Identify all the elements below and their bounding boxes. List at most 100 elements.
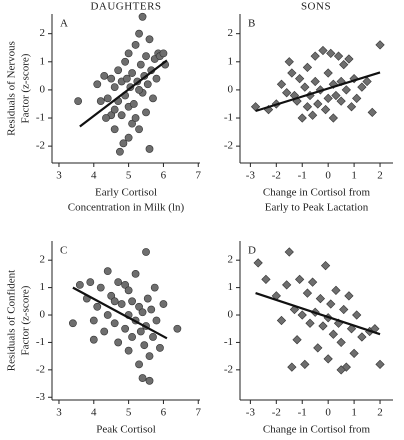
point	[131, 269, 140, 278]
point	[287, 362, 297, 372]
point	[367, 107, 377, 118]
point	[318, 321, 328, 331]
point	[320, 104, 331, 115]
panel-label: B	[248, 18, 255, 30]
point	[119, 139, 128, 148]
point	[333, 51, 344, 61]
point	[145, 376, 154, 385]
x-tick-label: 1	[351, 407, 357, 419]
point	[110, 83, 119, 91]
point	[138, 308, 147, 317]
x-tick-label: 1	[351, 170, 357, 182]
point	[295, 74, 305, 84]
point	[310, 76, 320, 87]
point	[142, 52, 150, 61]
point	[136, 60, 145, 69]
point	[261, 274, 271, 285]
point	[282, 88, 292, 98]
point	[142, 108, 150, 117]
point	[74, 97, 83, 106]
point	[336, 76, 346, 87]
point	[138, 374, 147, 382]
y-tick-label: 0	[228, 309, 234, 321]
point	[152, 316, 161, 325]
point	[297, 113, 307, 123]
x-tick-label: -3	[246, 407, 256, 419]
x-tick-label: 5	[126, 170, 132, 182]
x-tick-label: 5	[126, 407, 132, 419]
y-tick-label: 2	[228, 27, 234, 39]
point	[117, 111, 126, 120]
x-tick-label: -1	[298, 170, 307, 182]
x-tick-label: 7	[196, 170, 202, 182]
point	[135, 86, 143, 94]
x-tick-label: 4	[91, 170, 97, 182]
point	[302, 102, 313, 112]
x-tick-label: 0	[325, 407, 331, 419]
point	[328, 79, 338, 89]
point	[284, 57, 294, 67]
point	[159, 49, 168, 58]
y-tick-label: -3	[36, 391, 46, 403]
panel-label: C	[60, 245, 67, 257]
point	[307, 277, 318, 287]
point	[318, 45, 328, 56]
point	[287, 68, 297, 78]
y-tick-label: 1	[228, 55, 234, 67]
point	[124, 286, 133, 295]
x-axis-label: Change in Cortisol from	[263, 424, 371, 436]
x-tick-label: -2	[272, 407, 281, 419]
point	[110, 319, 119, 328]
point	[375, 40, 385, 50]
point	[300, 82, 310, 92]
point	[313, 343, 323, 353]
point	[156, 344, 164, 352]
y-tick-label: 0	[40, 83, 46, 95]
point	[150, 283, 159, 292]
point	[323, 354, 333, 364]
point	[339, 304, 349, 315]
point	[135, 125, 143, 134]
column-title: DAUGHTERS	[90, 1, 161, 13]
x-tick-label: 2	[377, 407, 383, 419]
point	[121, 57, 130, 66]
point	[276, 315, 287, 326]
point	[149, 333, 157, 341]
x-tick-label: -1	[298, 407, 307, 419]
point	[295, 274, 305, 285]
point	[114, 338, 123, 347]
fit-line	[79, 59, 168, 128]
x-tick-label: -2	[272, 170, 281, 182]
point	[336, 365, 346, 375]
point	[323, 68, 333, 78]
point	[124, 49, 133, 58]
fit-line	[72, 286, 168, 340]
point	[128, 297, 136, 306]
y-tick-label: 1	[40, 55, 46, 67]
point	[149, 94, 157, 103]
point	[145, 145, 154, 153]
point	[357, 82, 367, 92]
y-tick-label: -1	[36, 336, 45, 348]
y-tick-label: 1	[40, 281, 46, 293]
point	[357, 332, 367, 342]
point	[128, 333, 136, 341]
point	[173, 324, 182, 333]
point	[96, 283, 105, 292]
point	[307, 110, 318, 120]
point	[302, 288, 313, 298]
point	[152, 74, 161, 83]
point	[297, 310, 307, 320]
y-tick-label: 0	[228, 83, 234, 95]
point	[114, 278, 123, 287]
point	[284, 247, 294, 257]
point	[142, 248, 150, 256]
point	[310, 51, 320, 61]
point	[344, 291, 354, 301]
point	[341, 85, 351, 95]
y-tick-label: 2	[40, 254, 46, 266]
point	[135, 29, 143, 38]
point	[143, 80, 152, 89]
point	[323, 93, 333, 103]
